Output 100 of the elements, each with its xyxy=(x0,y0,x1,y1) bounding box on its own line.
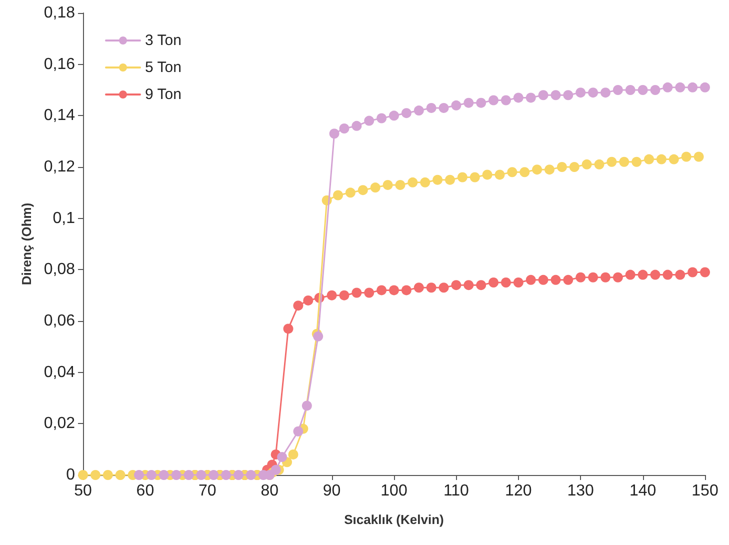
point xyxy=(482,170,492,180)
point xyxy=(526,274,536,285)
point xyxy=(612,85,623,95)
point xyxy=(550,90,561,100)
point xyxy=(470,172,480,182)
point xyxy=(538,274,548,285)
point xyxy=(632,156,642,167)
point xyxy=(488,95,499,106)
point xyxy=(688,267,698,278)
point xyxy=(270,464,281,475)
point xyxy=(513,92,524,103)
x-tick-label: 50 xyxy=(74,482,92,500)
x-tick-label: 130 xyxy=(567,482,594,500)
point xyxy=(500,95,511,106)
point xyxy=(293,426,304,436)
y-tick-label: 0,12 xyxy=(44,158,76,176)
point xyxy=(476,280,486,290)
y-tick-label: 0,02 xyxy=(44,415,76,432)
point xyxy=(208,470,219,480)
x-tick-label: 150 xyxy=(692,482,718,500)
x-tick-label: 80 xyxy=(260,482,279,500)
point xyxy=(556,162,567,172)
point xyxy=(408,177,418,188)
point xyxy=(544,164,554,175)
point xyxy=(638,85,648,95)
point xyxy=(293,300,304,311)
point xyxy=(451,280,462,290)
point xyxy=(414,106,424,116)
point xyxy=(303,295,314,306)
point xyxy=(438,282,449,293)
legend-label: 9 Ton xyxy=(145,86,182,103)
point xyxy=(389,110,399,121)
point xyxy=(625,85,636,95)
y-tick-label: 0,06 xyxy=(44,312,76,330)
point xyxy=(594,159,604,170)
point xyxy=(426,102,436,113)
point xyxy=(668,154,679,164)
point xyxy=(401,285,412,296)
point xyxy=(352,288,362,298)
point xyxy=(432,174,443,185)
point xyxy=(619,156,630,167)
point xyxy=(115,470,126,480)
point xyxy=(582,159,592,170)
point xyxy=(612,272,623,282)
point xyxy=(352,120,362,131)
point xyxy=(464,98,474,108)
point xyxy=(283,324,294,334)
point xyxy=(675,270,686,280)
point xyxy=(339,124,350,134)
point xyxy=(688,82,698,92)
point xyxy=(476,98,486,108)
y-tick-label: 0,14 xyxy=(44,107,76,124)
point xyxy=(625,270,636,280)
y-tick-label: 0,16 xyxy=(44,56,76,73)
point xyxy=(650,85,660,95)
point xyxy=(588,272,598,282)
point xyxy=(600,272,610,282)
x-tick-label: 60 xyxy=(136,482,154,500)
x-tick-label: 120 xyxy=(505,482,532,500)
point xyxy=(444,174,455,185)
y-tick-label: 0,18 xyxy=(44,4,76,22)
x-tick-label: 100 xyxy=(380,482,408,500)
point xyxy=(420,177,430,188)
point xyxy=(376,113,387,124)
point xyxy=(606,156,617,167)
point xyxy=(488,278,499,288)
point xyxy=(326,290,337,300)
point xyxy=(662,270,673,280)
point xyxy=(675,82,686,92)
y-tick-label: 0,1 xyxy=(52,210,76,227)
point xyxy=(681,152,692,162)
point xyxy=(329,128,340,139)
point xyxy=(576,272,586,282)
point xyxy=(364,288,374,298)
point xyxy=(438,102,449,113)
point xyxy=(370,182,380,193)
point xyxy=(246,470,256,480)
point xyxy=(520,167,530,178)
point xyxy=(196,470,206,480)
point xyxy=(694,152,704,162)
point xyxy=(358,185,368,196)
point xyxy=(526,92,536,103)
point xyxy=(656,154,666,164)
point xyxy=(401,108,412,118)
point xyxy=(414,282,424,293)
point xyxy=(389,285,399,296)
point xyxy=(345,188,356,198)
point xyxy=(339,290,350,300)
point xyxy=(569,162,580,172)
point xyxy=(221,470,232,480)
point xyxy=(507,167,518,178)
point xyxy=(638,270,648,280)
x-tick-label: 90 xyxy=(322,482,341,500)
point xyxy=(426,282,436,293)
x-tick-label: 70 xyxy=(198,482,216,500)
point xyxy=(457,172,468,182)
point xyxy=(600,88,610,98)
x-tick-label: 110 xyxy=(443,482,470,500)
x-tick-label: 140 xyxy=(629,482,656,500)
point xyxy=(588,88,598,98)
